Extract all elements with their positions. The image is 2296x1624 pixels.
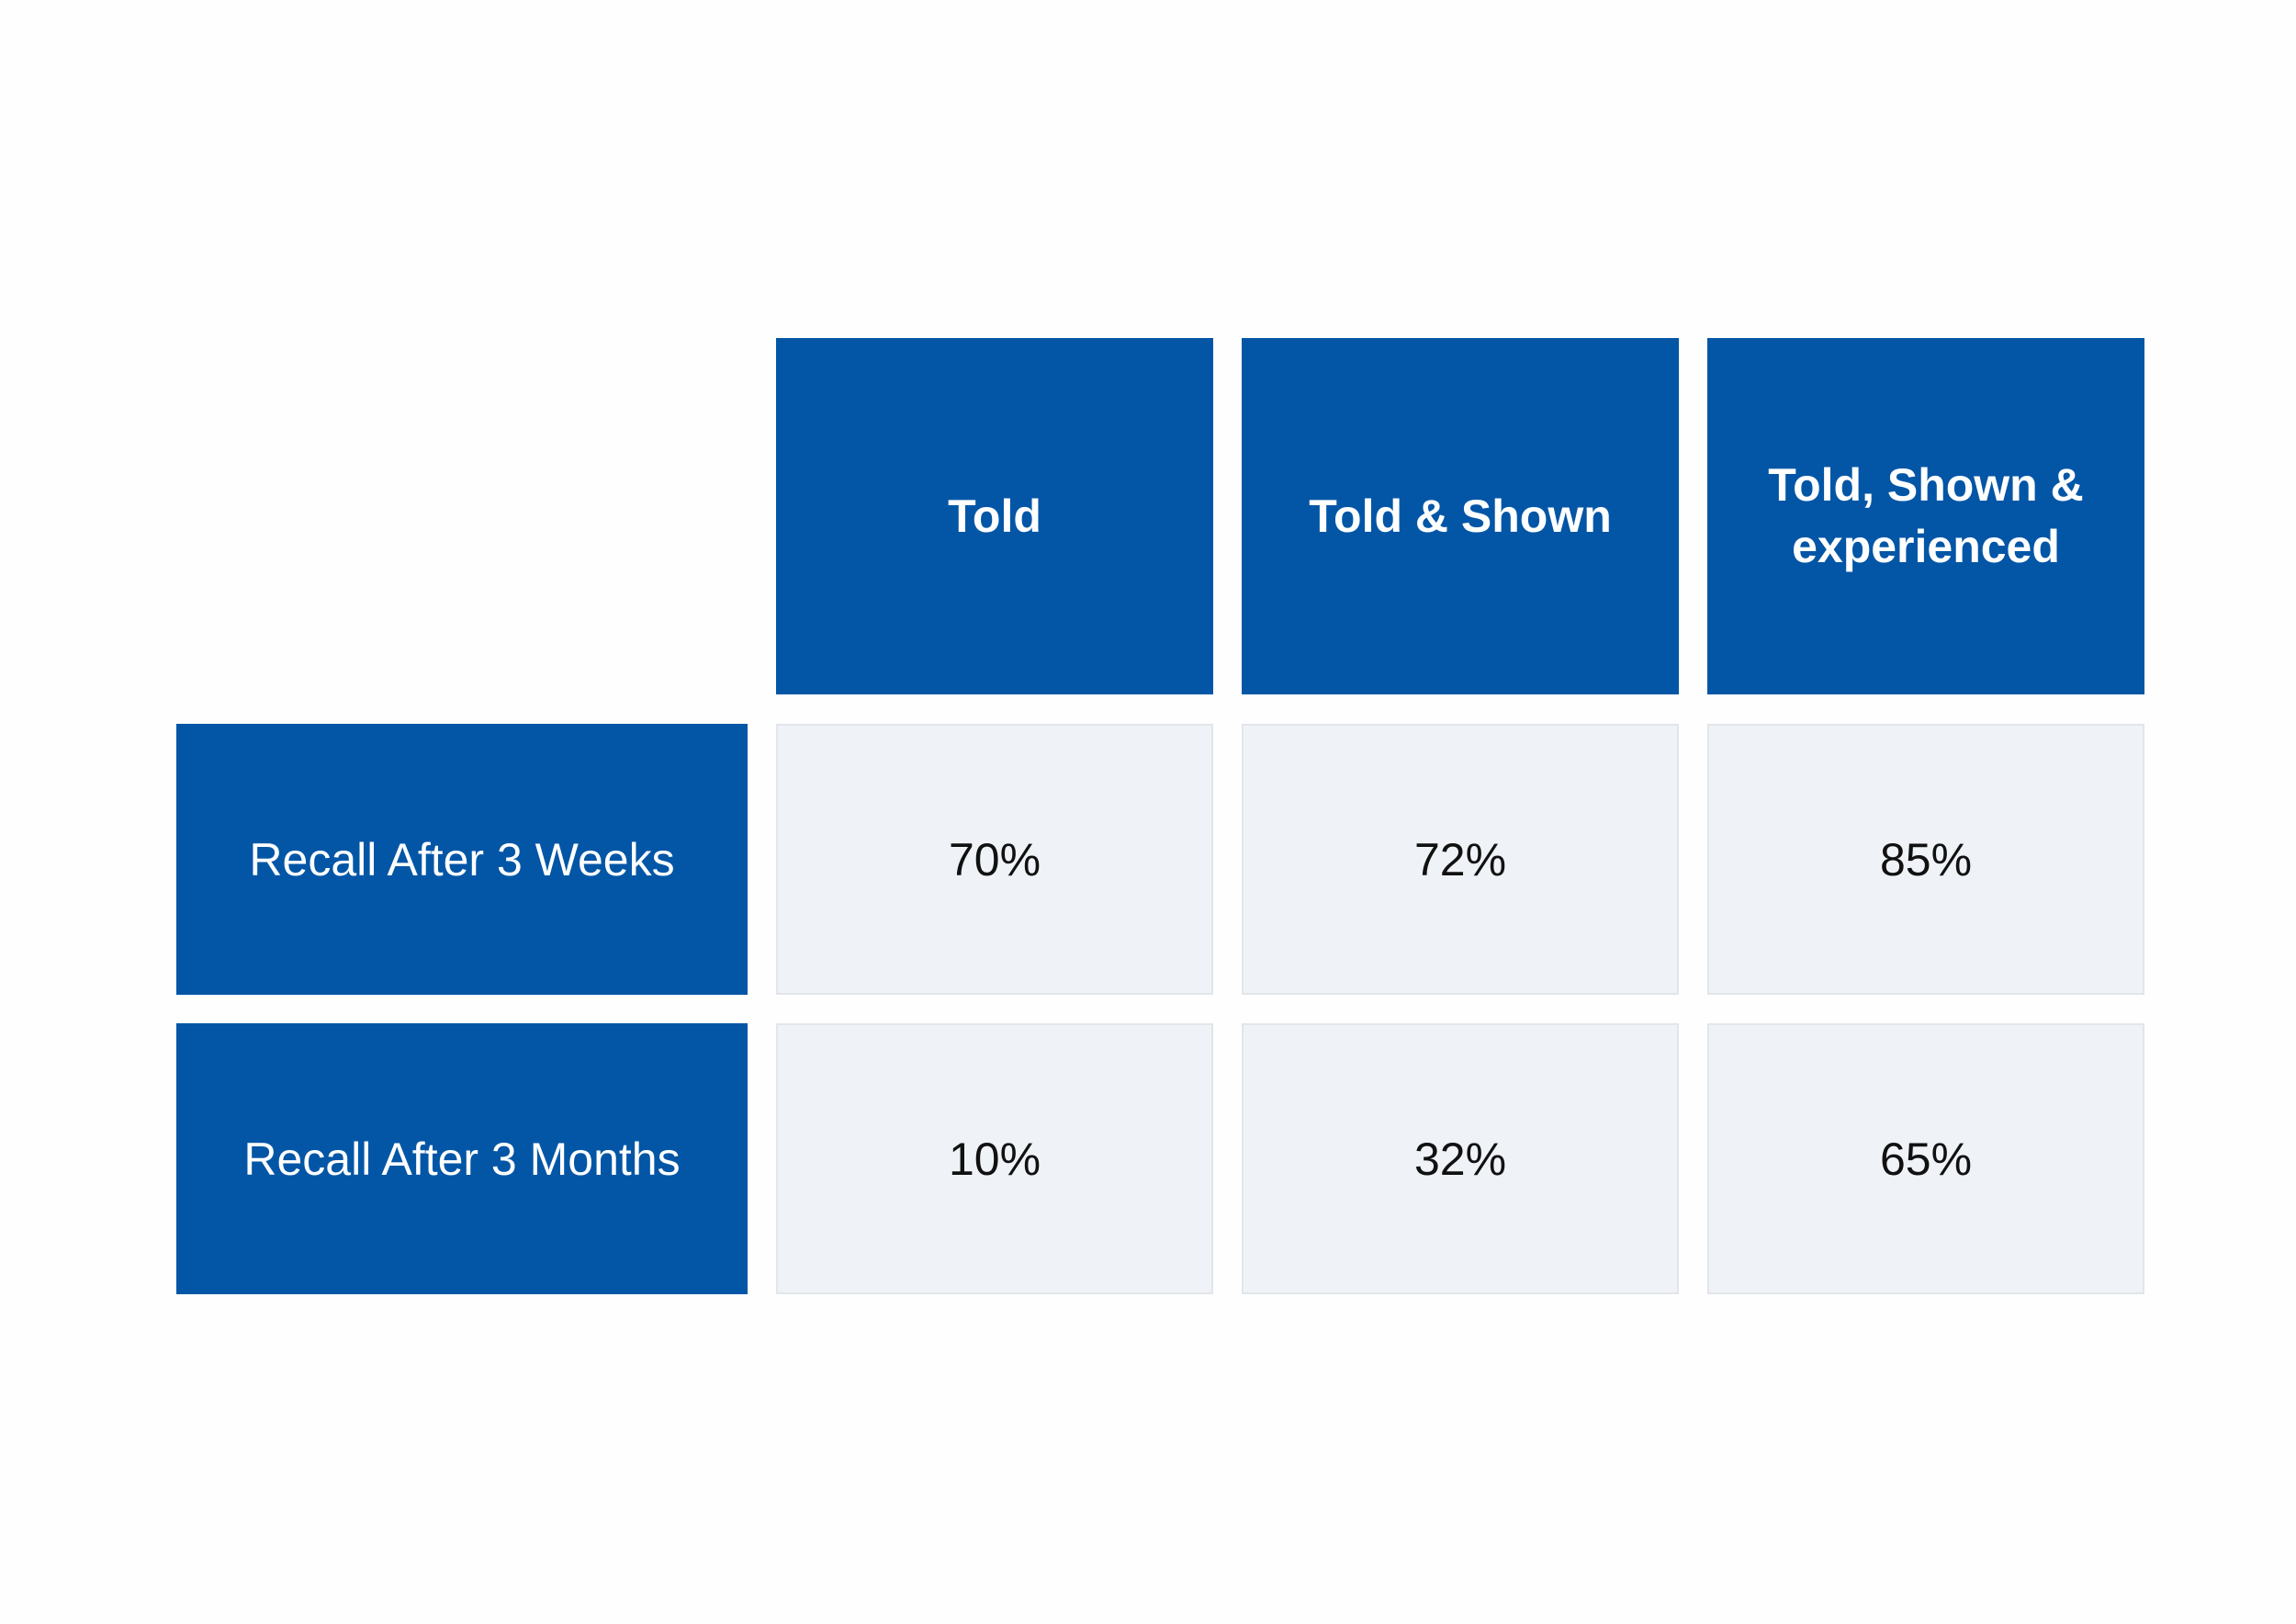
table-cell: 70% (776, 724, 1213, 995)
row-header-label: Recall After 3 Weeks (249, 833, 675, 885)
column-header-told-shown-experienced: Told, Shown & experienced (1707, 338, 2144, 694)
table-cell: 32% (1242, 1023, 1679, 1294)
column-header-label: Told & Shown (1309, 490, 1612, 542)
cell-value: 10% (948, 1133, 1041, 1185)
cell-value: 65% (1879, 1133, 1973, 1185)
row-header-3-months: Recall After 3 Months (176, 1023, 748, 1294)
table-cell: 85% (1707, 724, 2144, 995)
column-header-told: Told (776, 338, 1213, 694)
cell-value: 70% (948, 833, 1041, 885)
cell-value: 85% (1879, 833, 1973, 885)
column-header-label: Told (948, 490, 1041, 542)
table-cell: 65% (1707, 1023, 2144, 1294)
column-header-told-shown: Told & Shown (1242, 338, 1679, 694)
table-cell: 72% (1242, 724, 1679, 995)
cell-value: 32% (1413, 1133, 1507, 1185)
cell-value: 72% (1413, 833, 1507, 885)
row-header-label: Recall After 3 Months (243, 1133, 681, 1185)
table-cell: 10% (776, 1023, 1213, 1294)
row-header-3-weeks: Recall After 3 Weeks (176, 724, 748, 995)
column-header-label: Told, Shown & experienced (1768, 459, 2084, 572)
